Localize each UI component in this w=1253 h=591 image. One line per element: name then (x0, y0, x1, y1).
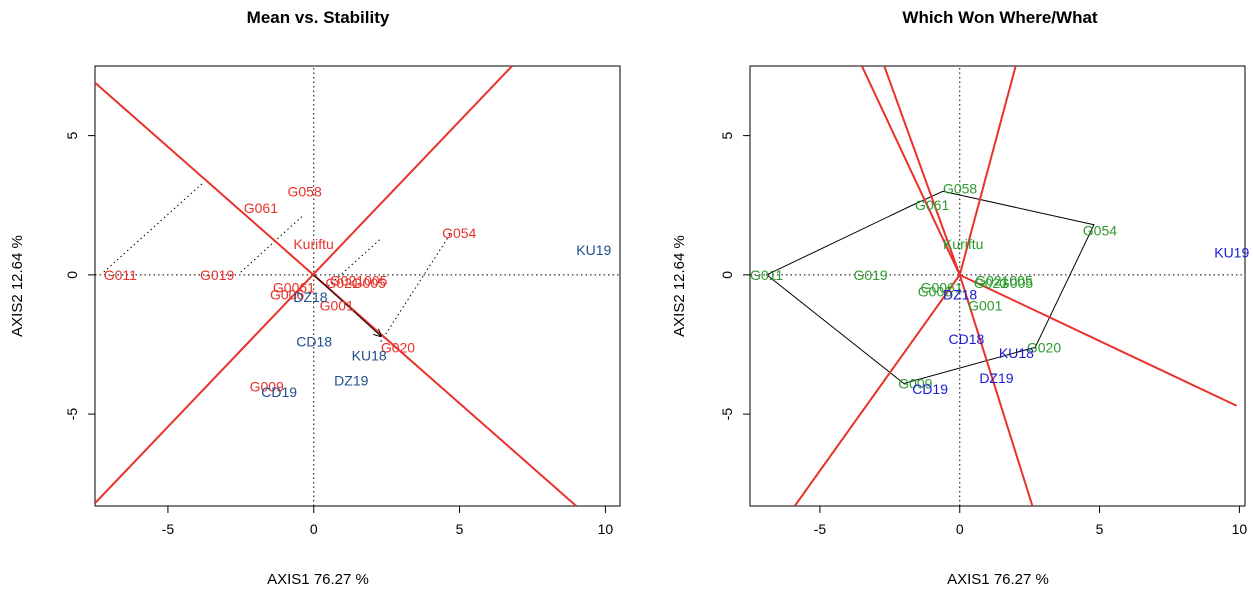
right-x-tick-label: -5 (814, 521, 827, 537)
right-genotype-label: G021 (974, 275, 1008, 291)
right-y-axis-label: AXIS2 12.64 % (671, 235, 688, 337)
right-genotype-overlap-label: G0061 (921, 279, 963, 295)
right-genotype-label: G058 (943, 181, 977, 197)
right-genotype-label: G005 (999, 275, 1033, 291)
right-genotype-label: G001 (968, 297, 1002, 313)
right-sector-ray-4 (958, 274, 1034, 506)
right-y-tick-label: 5 (719, 132, 735, 140)
right-plot-frame (749, 65, 1246, 507)
right-convex-hull-polygon (765, 190, 1095, 385)
left-y-axis-label: AXIS2 12.64 % (9, 235, 26, 337)
right-sector-ray-0 (860, 66, 961, 276)
left-genotype-label: G020 (381, 339, 415, 355)
right-genotype-label: G054 (1083, 222, 1117, 238)
right-genotype-label: G061 (915, 197, 949, 213)
right-environment-label: KU18 (999, 345, 1034, 361)
right-environment-label: KU19 (1214, 245, 1249, 261)
left-x-ticks: -5 0 5 10 (162, 506, 614, 537)
left-axis-line-0 (95, 66, 513, 504)
left-genotype-label: G054 (442, 225, 476, 241)
left-genotype-label: G021 (325, 275, 359, 291)
left-genotype-label: G061 (244, 200, 278, 216)
left-genotype-label: G005 (352, 275, 386, 291)
right-x-tick-label: 5 (1096, 521, 1104, 537)
left-x-tick-label: -5 (162, 521, 175, 537)
left-projection-line-0 (103, 182, 204, 273)
left-plot-frame (94, 65, 621, 507)
left-projection-line-3 (380, 232, 452, 342)
right-sector-ray-3 (959, 273, 1238, 407)
left-environment-label: DZ18 (293, 289, 327, 305)
right-sector-ray-5 (793, 274, 961, 506)
left-genotype-label: G058 (288, 183, 322, 199)
right-x-tick-label: 0 (956, 521, 964, 537)
right-environment-label: CD19 (912, 381, 948, 397)
left-environment-label: KU19 (576, 242, 611, 258)
left-y-tick-label: 5 (64, 132, 80, 140)
left-x-tick-label: 0 (310, 521, 318, 537)
left-projection-line-2 (327, 238, 382, 287)
left-x-tick-label: 5 (456, 521, 464, 537)
right-environment-label: DZ19 (979, 370, 1013, 386)
right-genotype-label: G020 (1027, 339, 1061, 355)
left-genotype-label: G011 (104, 267, 137, 283)
left-projection-line-1 (240, 216, 303, 273)
right-genotype-label: G009 (898, 375, 932, 391)
right-x-axis-label: AXIS1 76.27 % (947, 571, 1049, 588)
right-y-tick-label: 0 (719, 271, 735, 279)
right-x-ticks: -5 0 5 10 (814, 506, 1248, 537)
right-sector-ray-2 (958, 66, 1017, 276)
left-genotype-overlap-label: G0061 (273, 279, 315, 295)
left-chart-title: Mean vs. Stability (247, 8, 390, 27)
left-genotype-label: G006 (270, 286, 304, 302)
left-genotype-label: G009 (250, 378, 284, 394)
right-genotype-label: G019 (853, 267, 887, 283)
left-genotype-label: G019 (200, 267, 234, 283)
left-genotype-overlap-label-2: G021005 (330, 272, 388, 288)
right-genotype-overlap-label-2: G021005 (975, 272, 1033, 288)
right-sector-ray-1 (883, 66, 961, 276)
right-x-tick-label: 10 (1232, 521, 1248, 537)
right-mega-environment-label: Kuriftu (943, 236, 983, 252)
right-environment-label: CD18 (949, 331, 985, 347)
right-chart-title: Which Won Where/What (902, 8, 1098, 27)
right-genotype-label: G011 (750, 267, 783, 283)
left-mean-arrow (313, 274, 381, 336)
right-genotype-label: G006 (918, 284, 952, 300)
left-mega-environment-label: Kuriftu (293, 236, 333, 252)
left-environment-label: CD18 (296, 334, 332, 350)
left-x-axis-label: AXIS1 76.27 % (267, 571, 369, 588)
left-environment-label: KU18 (352, 348, 387, 364)
left-environment-label: DZ19 (334, 373, 368, 389)
left-environment-label: CD19 (261, 384, 297, 400)
right-environment-label: DZ18 (943, 286, 977, 302)
left-genotype-label: G001 (320, 297, 354, 313)
left-y-tick-label: 0 (64, 271, 80, 279)
left-y-tick-label: -5 (64, 408, 80, 421)
right-y-ticks: -5 0 5 (719, 132, 750, 421)
left-y-ticks: -5 0 5 (64, 132, 95, 421)
right-y-tick-label: -5 (719, 408, 735, 421)
left-x-tick-label: 10 (598, 521, 614, 537)
